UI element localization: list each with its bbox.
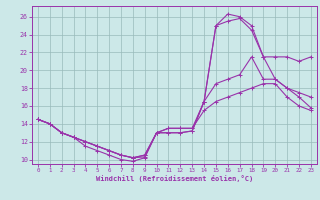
X-axis label: Windchill (Refroidissement éolien,°C): Windchill (Refroidissement éolien,°C) <box>96 175 253 182</box>
